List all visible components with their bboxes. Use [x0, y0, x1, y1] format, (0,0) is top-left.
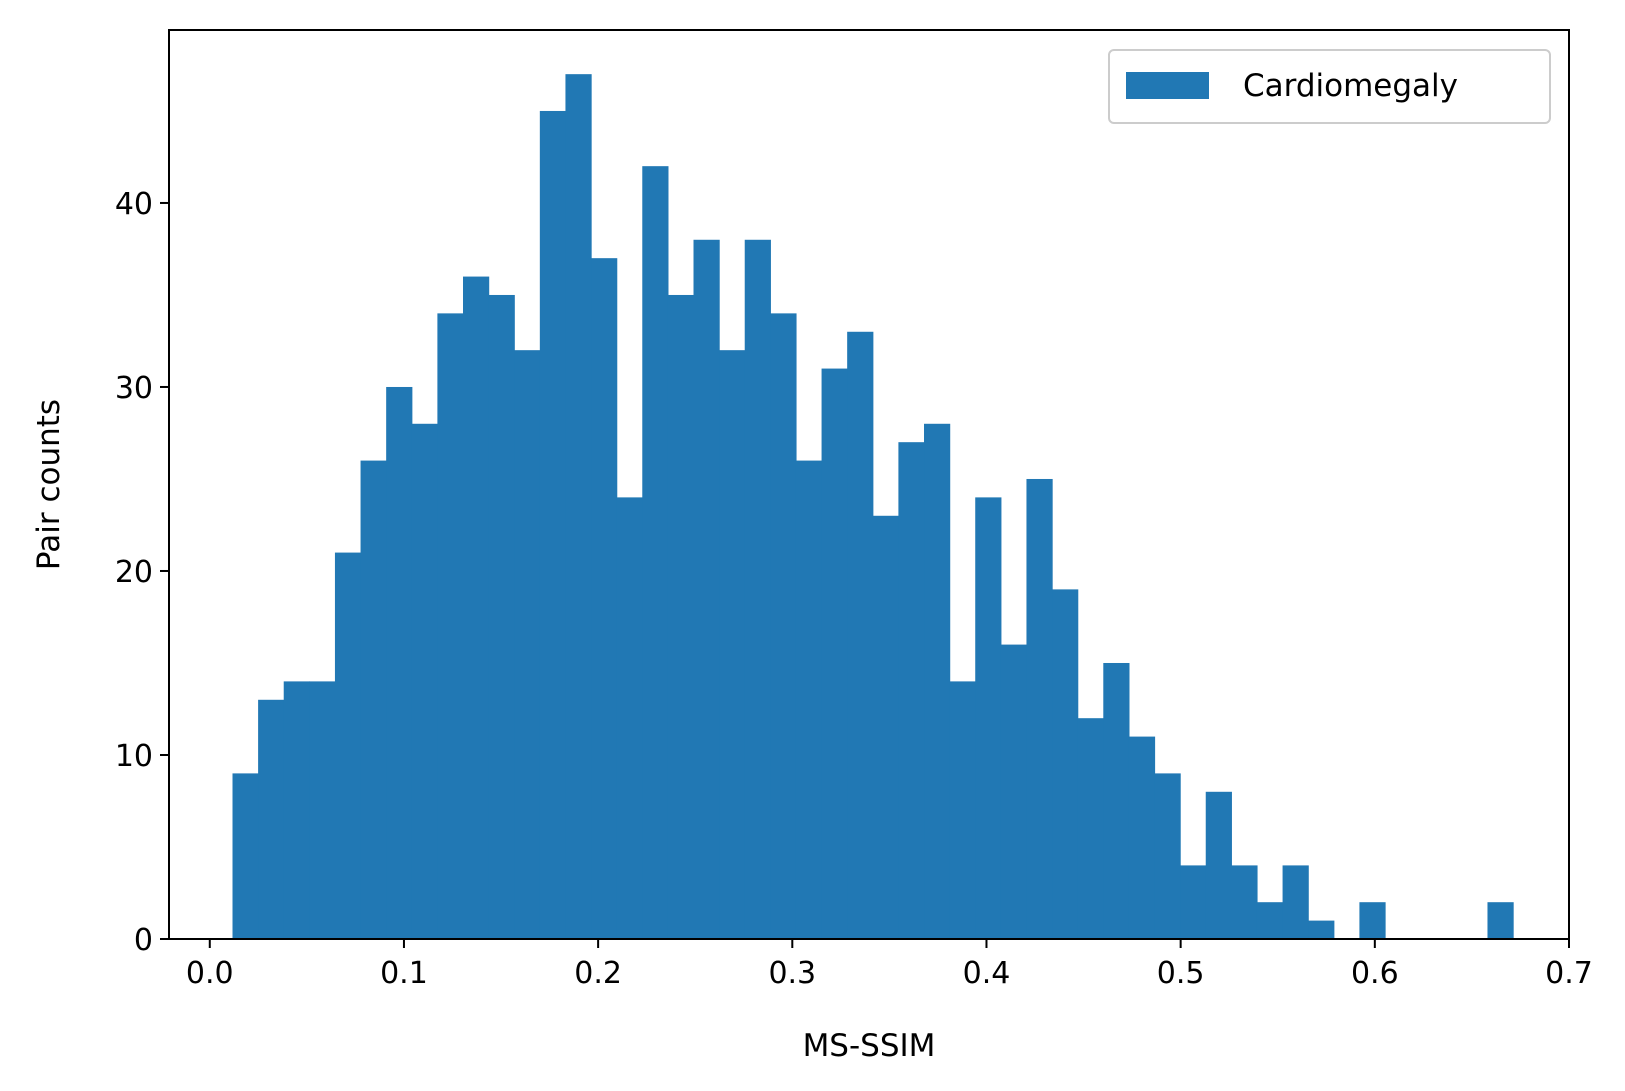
histogram-bar — [539, 110, 567, 939]
x-tick-label: 0.4 — [963, 956, 1011, 991]
histogram-bar — [1180, 865, 1207, 939]
legend-label: Cardiomegaly — [1243, 68, 1458, 104]
histogram-bar — [1077, 718, 1104, 939]
histogram-bar — [258, 699, 285, 939]
legend: Cardiomegaly — [1108, 49, 1551, 124]
x-tick-label: 0.5 — [1157, 956, 1205, 991]
histogram-bar — [924, 423, 951, 939]
histogram-bar — [821, 368, 848, 939]
histogram-bar — [1205, 791, 1232, 939]
x-tick-label: 0.0 — [186, 956, 234, 991]
histogram-bar — [770, 313, 797, 939]
histogram-bar — [872, 515, 899, 939]
histogram-bar — [1308, 920, 1335, 939]
histogram-bar — [1282, 865, 1309, 939]
legend-box — [1108, 49, 1551, 124]
histogram-bar — [514, 350, 541, 939]
histogram-bar — [847, 331, 874, 939]
histogram-bar — [463, 276, 490, 939]
plot-frame — [168, 29, 1570, 940]
y-tick-label: 40 — [115, 187, 153, 222]
y-axis: 0 10 20 30 40 — [115, 187, 169, 958]
histogram-bar — [360, 460, 387, 939]
histogram-bar — [565, 74, 592, 939]
histogram-bar — [898, 442, 925, 939]
histogram-bar — [1487, 902, 1514, 939]
x-tick-label: 0.2 — [574, 956, 622, 991]
histogram-bar — [386, 386, 413, 940]
histogram-bar — [488, 294, 515, 940]
histogram-bar — [283, 681, 310, 939]
histogram-bar — [1231, 865, 1258, 939]
histogram-bar — [334, 552, 362, 939]
x-axis-label: MS-SSIM — [803, 1028, 936, 1064]
histogram-bar — [719, 350, 746, 939]
y-tick-label: 20 — [115, 555, 153, 590]
histogram-bar — [744, 239, 771, 939]
histogram-bar — [949, 681, 976, 939]
y-tick-label: 30 — [115, 371, 153, 406]
histogram-bar — [975, 497, 1002, 939]
histogram-bar — [1103, 662, 1130, 939]
histogram-bar — [437, 313, 464, 939]
histogram-bar — [1128, 736, 1156, 939]
x-tick-label: 0.7 — [1545, 956, 1593, 991]
histogram-bar — [1026, 478, 1053, 939]
bars-layer — [232, 74, 1514, 940]
y-axis-label: Pair counts — [31, 399, 67, 570]
legend-swatch — [1126, 72, 1209, 99]
x-tick-label: 0.3 — [768, 956, 816, 991]
histogram-bar — [1359, 902, 1386, 939]
y-tick-label: 0 — [134, 923, 153, 958]
histogram-bar — [1052, 589, 1079, 939]
histogram-bar — [795, 460, 823, 939]
histogram-bar — [232, 773, 259, 939]
histogram-bar — [642, 166, 669, 940]
histogram-bar — [411, 423, 438, 939]
histogram-bar — [1000, 644, 1028, 939]
histogram-bar — [591, 258, 618, 939]
histogram-bar — [693, 239, 720, 939]
x-tick-label: 0.6 — [1351, 956, 1399, 991]
histogram-bar — [667, 294, 695, 940]
histogram-bar — [309, 681, 336, 939]
x-tick-label: 0.1 — [380, 956, 428, 991]
x-axis: 0.0 0.1 0.2 0.3 0.4 0.5 0.6 0.7 — [186, 939, 1593, 991]
histogram-bar — [1154, 773, 1181, 939]
y-tick-label: 10 — [115, 739, 153, 774]
histogram-bar — [1256, 902, 1284, 939]
histogram-bar — [616, 497, 643, 939]
